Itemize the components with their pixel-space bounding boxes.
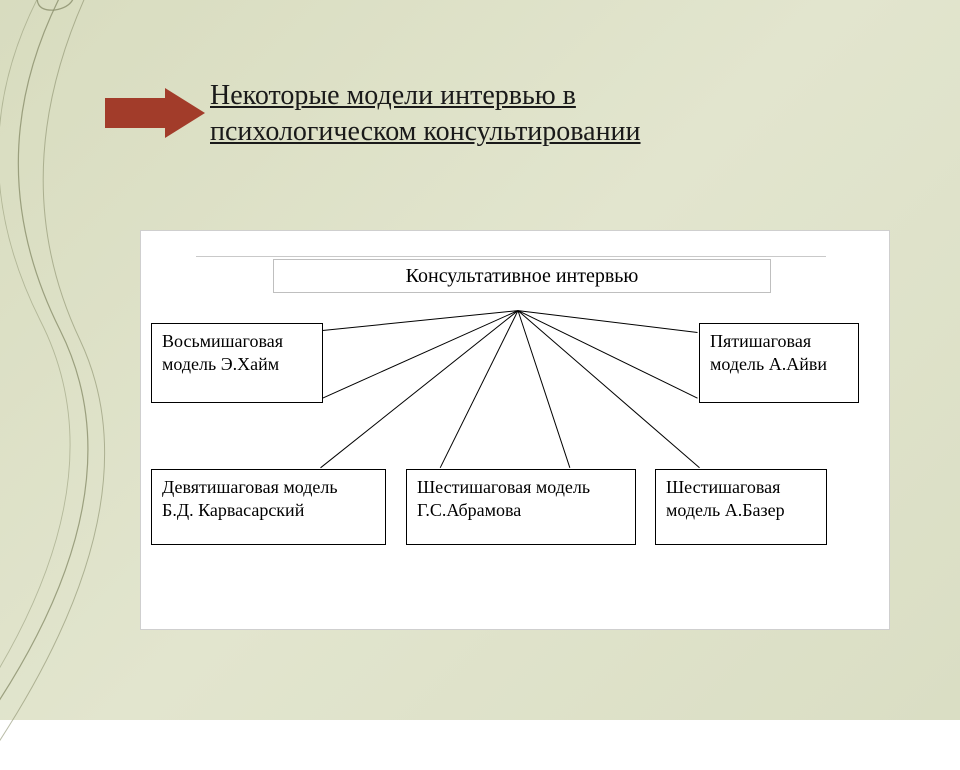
node-line: модель А.Айви <box>710 354 827 374</box>
node-line: Восьмишаговая <box>162 331 283 351</box>
diagram-container: Консультативное интервью Восьмишаговая м… <box>140 230 890 630</box>
diagram-node-2: Пятишаговая модель А.Айви <box>699 323 859 403</box>
node-line: модель А.Базер <box>666 500 785 520</box>
diagram-node-5: Шестишаговая модель А.Базер <box>655 469 827 545</box>
title-line-1: Некоторые модели интервью в <box>210 80 576 111</box>
node-line: Шестишаговая модель <box>417 477 590 497</box>
node-line: Г.С.Абрамова <box>417 500 521 520</box>
title-arrow-icon <box>105 88 205 138</box>
diagram-root-node: Консультативное интервью <box>273 259 771 293</box>
diagram-node-1: Восьмишаговая модель Э.Хайм <box>151 323 323 403</box>
node-line: Девятишаговая модель <box>162 477 338 497</box>
node-line: Пятишаговая <box>710 331 811 351</box>
slide-title: Некоторые модели интервью в психологичес… <box>210 78 770 151</box>
diagram-node-3: Девятишаговая модель Б.Д. Карвасарский <box>151 469 386 545</box>
node-line: Шестишаговая <box>666 477 780 497</box>
node-line: модель Э.Хайм <box>162 354 279 374</box>
node-line: Б.Д. Карвасарский <box>162 500 304 520</box>
title-line-2: психологическом консультировании <box>210 116 641 147</box>
root-label: Консультативное интервью <box>406 265 639 287</box>
diagram-node-4: Шестишаговая модель Г.С.Абрамова <box>406 469 636 545</box>
